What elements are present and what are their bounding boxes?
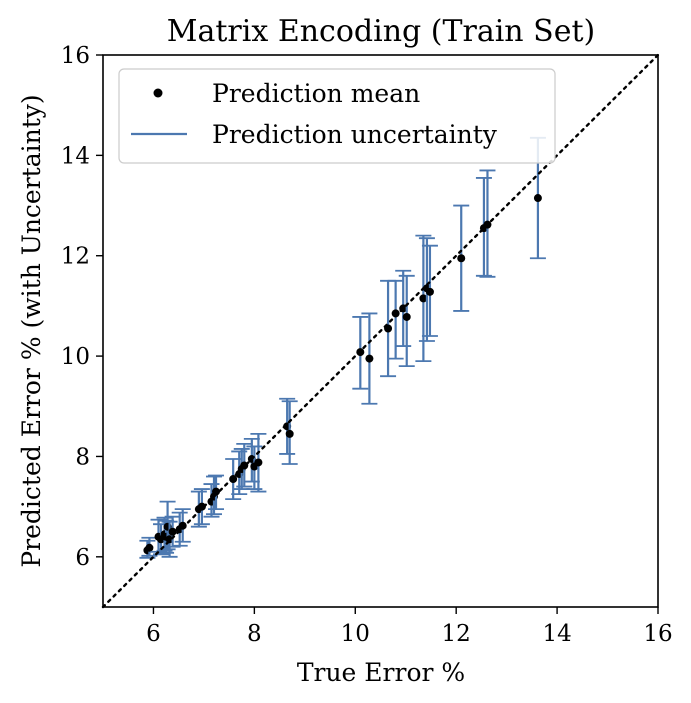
data-point-35 (453, 204, 470, 312)
data-point-23 (250, 432, 267, 493)
mean-marker (178, 521, 187, 530)
mean-marker (285, 429, 294, 438)
x-tick-label: 8 (247, 621, 262, 647)
y-tick-label: 10 (61, 344, 90, 370)
y-tick-label: 8 (75, 444, 90, 470)
x-tick-label: 16 (643, 621, 672, 647)
legend-mean-marker (153, 88, 163, 98)
x-axis-label: True Error % (297, 658, 465, 687)
y-axis-label: Predicted Error % (with Uncertainty) (17, 94, 46, 567)
data-point-31 (398, 274, 415, 368)
mean-marker (425, 287, 434, 296)
mean-marker (419, 294, 428, 303)
plot-frame (102, 54, 659, 608)
legend-label-mean: Prediction mean (212, 79, 420, 108)
legend-box (118, 68, 556, 164)
mean-marker (402, 312, 411, 321)
data-point-22 (246, 445, 263, 490)
identity-reference-line (101, 53, 660, 609)
mean-marker (168, 527, 177, 536)
x-tick-label: 12 (442, 621, 471, 647)
y-tick-label: 14 (61, 143, 90, 169)
x-axis-ticks: 6 8 10 12 14 16 (146, 607, 673, 647)
mean-marker (145, 543, 154, 552)
mean-marker (197, 502, 206, 511)
data-point-34 (421, 244, 438, 337)
mean-marker (457, 254, 466, 263)
chart-title: Matrix Encoding (Train Set) (167, 14, 595, 49)
x-tick-label: 14 (542, 621, 571, 647)
data-point-25 (281, 400, 298, 465)
data-point-16 (208, 474, 225, 511)
mean-marker (365, 354, 374, 363)
legend-label-uncertainty: Prediction uncertainty (212, 120, 498, 149)
y-tick-label: 12 (61, 244, 90, 270)
legend: Prediction mean Prediction uncertainty (118, 68, 556, 164)
mean-marker (212, 487, 221, 496)
data-point-27 (361, 312, 378, 405)
data-point-2 (141, 536, 158, 557)
mean-marker (533, 194, 542, 203)
y-tick-label: 16 (61, 43, 90, 69)
y-tick-label: 6 (75, 545, 90, 571)
mean-marker (254, 458, 263, 467)
data-point-26 (352, 316, 369, 390)
data-point-9 (164, 515, 181, 548)
plot-marks (139, 136, 546, 559)
x-tick-label: 10 (341, 621, 370, 647)
y-axis-ticks: 6 8 10 12 14 16 (61, 43, 103, 571)
data-point-11 (174, 508, 191, 543)
reference-line-layer (101, 53, 660, 609)
x-tick-label: 6 (146, 621, 161, 647)
data-point-13 (193, 488, 210, 526)
